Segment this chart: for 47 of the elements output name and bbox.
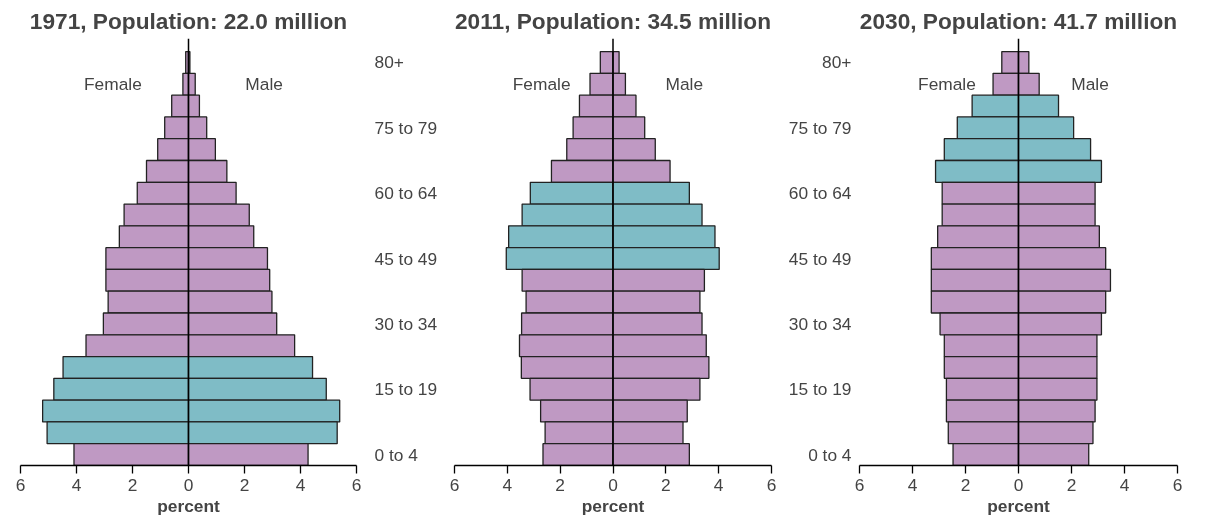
y-tick-label: 15 to 19: [788, 379, 852, 400]
y-tick-label: 75 to 79: [788, 117, 852, 138]
y-tick-label: 0 to 4: [374, 444, 419, 465]
series-label: Female: [918, 74, 976, 95]
x-tick-label: 4: [502, 474, 513, 495]
y-tick-label: 80+: [374, 52, 404, 73]
x-axis-title: percent: [581, 495, 645, 516]
y-tick-label: 0 to 4: [808, 444, 852, 465]
x-tick-label: 6: [1172, 474, 1183, 495]
series-label: Female: [84, 74, 142, 95]
x-tick-label: 4: [295, 474, 306, 495]
x-tick-label: 6: [15, 474, 26, 495]
x-tick-label: 2: [1066, 474, 1077, 495]
x-tick-label: 4: [1119, 474, 1130, 495]
x-tick-label: 2: [127, 474, 138, 495]
y-tick-label: 45 to 49: [788, 248, 852, 269]
x-tick-label: 2: [555, 474, 565, 495]
x-tick-label: 4: [907, 474, 918, 495]
text: Male: [245, 74, 283, 95]
y-tick-label: 30 to 34: [374, 313, 438, 334]
y-tick-label: 75 to 79: [374, 117, 438, 138]
x-axis-title: percent: [157, 495, 221, 516]
series-label: Male: [1071, 74, 1109, 95]
y-tick-label: 15 to 19: [374, 379, 438, 400]
x-tick-label: 0: [1013, 474, 1024, 495]
x-tick-label: 6: [351, 474, 362, 495]
y-tick-label: 45 to 49: [374, 248, 438, 269]
x-tick-label: 2: [239, 474, 250, 495]
x-tick-label: 2: [661, 474, 671, 495]
x-axis-title: percent: [987, 495, 1051, 516]
x-tick-label: 0: [183, 474, 194, 495]
series-label: Male: [665, 74, 704, 95]
series-label: Female: [512, 74, 571, 95]
x-tick-label: 4: [713, 474, 724, 495]
x-tick-label: 4: [71, 474, 82, 495]
y-tick-label: 60 to 64: [374, 183, 438, 204]
y-tick-label: 80+: [822, 52, 852, 73]
y-tick-label: 60 to 64: [788, 183, 852, 204]
x-tick-label: 2: [960, 474, 971, 495]
y-tick-label: 30 to 34: [788, 313, 852, 334]
chart-title: 2011, Population: 34.5 million: [454, 7, 772, 34]
chart-title: 2030, Population: 41.7 million: [859, 7, 1178, 34]
x-tick-label: 6: [766, 474, 777, 495]
chart-title: 1971, Population: 22.0 million: [29, 7, 348, 34]
x-tick-label: 6: [449, 474, 460, 495]
x-tick-label: 6: [854, 474, 865, 495]
x-tick-label: 0: [608, 474, 618, 495]
